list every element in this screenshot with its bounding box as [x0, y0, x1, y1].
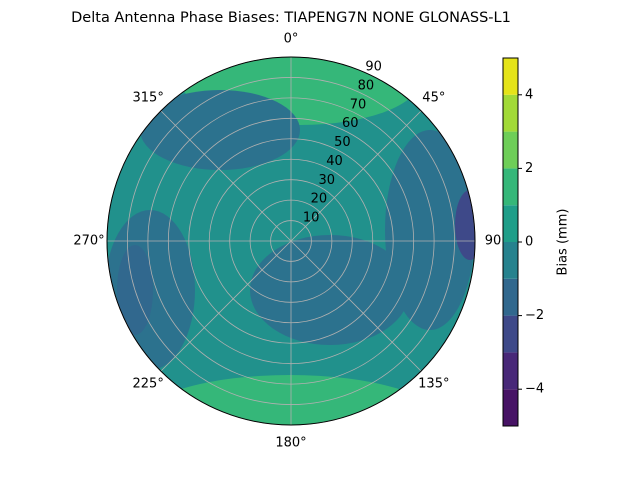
- r-tick-label: 40: [326, 154, 343, 169]
- theta-tick-label: 0°: [284, 32, 299, 47]
- theta-tick-label: 135°: [418, 376, 449, 391]
- colorbar-tick-label: 4: [525, 87, 533, 102]
- colorbar-tick-label: 0: [525, 235, 533, 250]
- colorbar-band: [503, 168, 518, 206]
- polar-frame: [106, 56, 476, 426]
- colorbar-tick-label: −4: [525, 382, 544, 397]
- colorbar-band: [503, 131, 518, 169]
- colorbar-band: [503, 352, 518, 390]
- r-tick-label: 50: [334, 135, 351, 150]
- angular-grid-line: [290, 240, 422, 372]
- theta-tick-label: 315°: [133, 91, 164, 106]
- angular-grid-line: [290, 110, 422, 242]
- angular-grid-line: [160, 110, 292, 242]
- r-tick-label: 60: [342, 116, 359, 131]
- r-tick-label: 90: [365, 60, 382, 75]
- r-tick-label: 80: [358, 78, 375, 93]
- colorbar-band: [503, 315, 518, 353]
- chart-title: Delta Antenna Phase Biases: TIAPENG7N NO…: [71, 10, 511, 26]
- r-tick-label: 10: [303, 211, 320, 226]
- colorbar-band: [503, 58, 518, 95]
- colorbar-band: [503, 242, 518, 279]
- theta-tick-label: 180°: [275, 436, 306, 451]
- colorbar-tick-label: −2: [525, 308, 544, 323]
- colorbar-label: Bias (mm): [556, 209, 571, 276]
- r-tick-label: 70: [350, 97, 367, 112]
- r-tick-label: 30: [318, 173, 335, 188]
- colorbar-band: [503, 205, 518, 242]
- r-tick-label: 20: [311, 192, 328, 207]
- theta-tick-label: 45°: [422, 91, 445, 106]
- theta-tick-label: 270°: [73, 234, 104, 249]
- colorbar-band: [503, 389, 518, 426]
- colorbar-band: [503, 278, 518, 316]
- theta-tick-label: 225°: [133, 376, 164, 391]
- colorbar-band: [503, 94, 518, 132]
- theta-tick-label: 90: [485, 234, 502, 249]
- colorbar-tick-label: 2: [525, 161, 533, 176]
- angular-grid-line: [160, 240, 292, 372]
